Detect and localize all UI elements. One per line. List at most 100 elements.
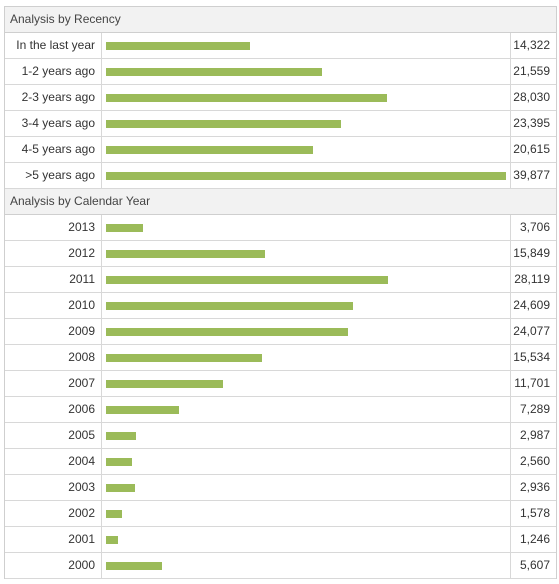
row-label: 2008 [5, 345, 102, 370]
row-label: 2013 [5, 215, 102, 240]
row-label: 1-2 years ago [5, 59, 102, 84]
bar-cell [102, 371, 511, 396]
value-bar [106, 510, 122, 518]
row-label: 2009 [5, 319, 102, 344]
value-bar [106, 302, 353, 310]
value-bar [106, 484, 135, 492]
value-bar [106, 562, 162, 570]
bar-cell [102, 293, 511, 318]
value-bar [106, 406, 179, 414]
row-value: 20,615 [513, 142, 550, 156]
row-label: 2011 [5, 267, 102, 292]
value-bar [106, 432, 136, 440]
bar-cell [102, 59, 511, 84]
row-value: 24,077 [513, 324, 550, 338]
table-row: In the last year 14,322 [5, 33, 556, 59]
table-row: 2010 24,609 [5, 293, 556, 319]
table-row: 2003 2,936 [5, 475, 556, 501]
row-label: 2007 [5, 371, 102, 396]
table-row: 2012 15,849 [5, 241, 556, 267]
row-value: 2,987 [519, 428, 550, 442]
row-label: 2012 [5, 241, 102, 266]
row-value: 7,289 [519, 402, 550, 416]
row-value: 15,849 [513, 246, 550, 260]
row-value: 2,560 [519, 454, 550, 468]
table-row: 2002 1,578 [5, 501, 556, 527]
bar-cell [102, 475, 511, 500]
table-row: 3-4 years ago 23,395 [5, 111, 556, 137]
table-row: 2011 28,119 [5, 267, 556, 293]
bar-cell [102, 137, 511, 162]
bar-cell [102, 163, 511, 188]
row-value: 28,030 [513, 90, 550, 104]
bar-cell [102, 215, 511, 240]
row-label: 2002 [5, 501, 102, 526]
value-bar [106, 458, 132, 466]
bar-cell [102, 397, 511, 422]
table-row: 2004 2,560 [5, 449, 556, 475]
value-bar [106, 328, 348, 336]
row-value: 23,395 [513, 116, 550, 130]
row-label: 4-5 years ago [5, 137, 102, 162]
table-row: 2006 7,289 [5, 397, 556, 423]
recency-table: In the last year 14,322 1-2 years ago 21,55… [5, 33, 556, 189]
row-value: 14,322 [513, 38, 550, 52]
table-row: 4-5 years ago 20,615 [5, 137, 556, 163]
value-bar [106, 146, 313, 154]
bar-cell [102, 527, 511, 552]
analysis-panel: Analysis by Recency In the last year 14,3… [4, 6, 557, 579]
bar-cell [102, 423, 511, 448]
value-bar [106, 68, 322, 76]
bar-cell [102, 449, 511, 474]
value-bar [106, 380, 223, 388]
value-bar [106, 354, 262, 362]
value-bar [106, 224, 143, 232]
value-bar [106, 536, 118, 544]
bar-cell [102, 267, 511, 292]
row-value: 21,559 [513, 64, 550, 78]
bar-cell [102, 319, 511, 344]
row-label: 2006 [5, 397, 102, 422]
row-label: 2010 [5, 293, 102, 318]
row-value: 2,936 [519, 480, 550, 494]
row-label: 2004 [5, 449, 102, 474]
value-bar [106, 172, 506, 180]
row-value: 5,607 [519, 558, 550, 572]
row-label: 2000 [5, 553, 102, 578]
row-value: 28,119 [514, 272, 550, 286]
table-row: 2005 2,987 [5, 423, 556, 449]
value-bar [106, 250, 265, 258]
row-value: 15,534 [513, 350, 550, 364]
value-bar [106, 120, 341, 128]
row-value: 3,706 [519, 220, 550, 234]
table-row: >5 years ago 39,877 [5, 163, 556, 189]
row-label: 3-4 years ago [5, 111, 102, 136]
row-label: 2001 [5, 527, 102, 552]
row-label: >5 years ago [5, 163, 102, 188]
bar-cell [102, 33, 511, 58]
table-row: 2009 24,077 [5, 319, 556, 345]
row-value: 1,246 [519, 532, 550, 546]
row-label: 2003 [5, 475, 102, 500]
recency-section-header: Analysis by Recency [5, 7, 556, 33]
bar-cell [102, 345, 511, 370]
value-bar [106, 94, 387, 102]
table-row: 2-3 years ago 28,030 [5, 85, 556, 111]
table-row: 2008 15,534 [5, 345, 556, 371]
bar-cell [102, 241, 511, 266]
table-row: 2013 3,706 [5, 215, 556, 241]
bar-cell [102, 111, 511, 136]
row-value: 11,701 [514, 376, 550, 390]
table-row: 2007 11,701 [5, 371, 556, 397]
table-row: 1-2 years ago 21,559 [5, 59, 556, 85]
bar-cell [102, 553, 511, 578]
row-label: In the last year [5, 33, 102, 58]
table-row: 2000 5,607 [5, 553, 556, 579]
calendar-section-header: Analysis by Calendar Year [5, 189, 556, 215]
calendar-table: 2013 3,706 2012 15,849 2011 28,119 2010 24,609 2… [5, 215, 556, 579]
bar-cell [102, 85, 511, 110]
row-value: 1,578 [519, 506, 550, 520]
value-bar [106, 42, 250, 50]
row-label: 2-3 years ago [5, 85, 102, 110]
row-label: 2005 [5, 423, 102, 448]
